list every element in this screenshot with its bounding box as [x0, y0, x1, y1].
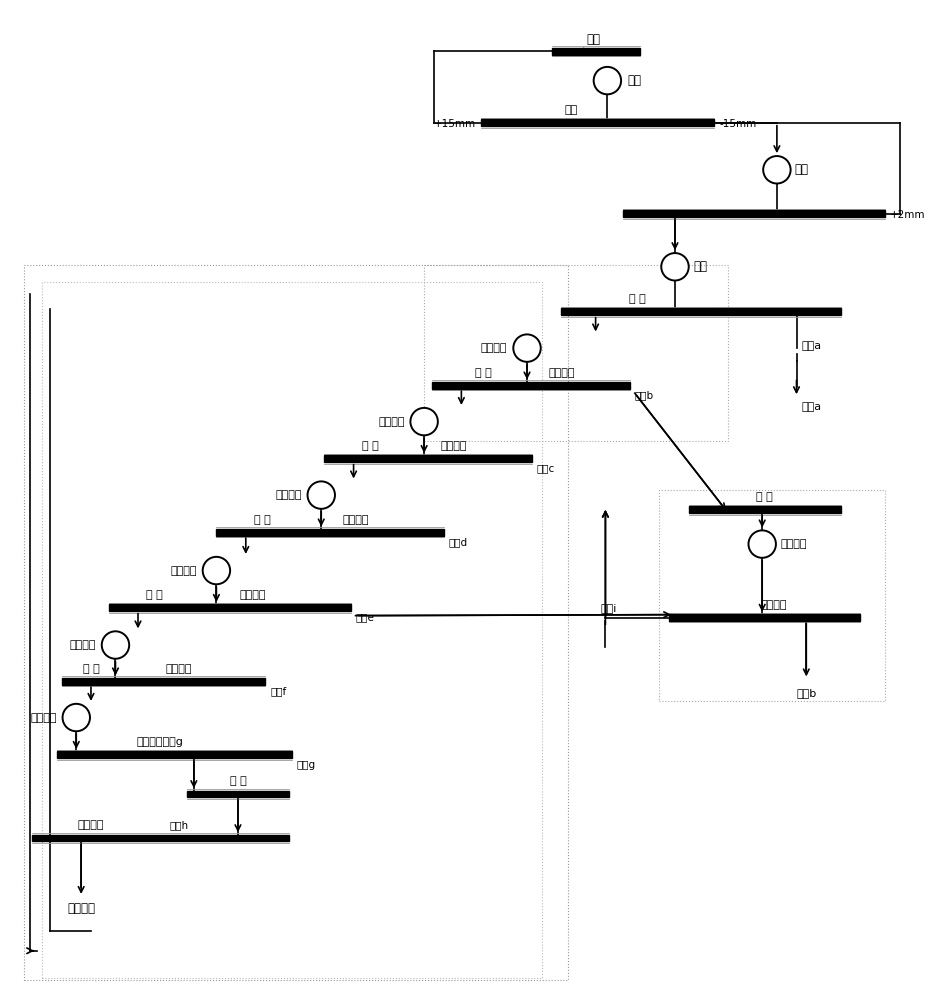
Circle shape [661, 253, 689, 281]
Text: 六次精选中矿g: 六次精选中矿g [136, 737, 183, 747]
Bar [689, 506, 841, 513]
Text: +2mm: +2mm [890, 210, 925, 220]
Text: 五次精选: 五次精选 [166, 664, 193, 674]
Text: 二次再磨: 二次再磨 [378, 417, 405, 427]
Text: 中矿d: 中矿d [449, 537, 467, 547]
Bar [42, 282, 542, 978]
Bar [551, 48, 640, 55]
Bar [216, 529, 444, 536]
Text: 粗碎: 粗碎 [627, 74, 641, 87]
Text: 尾矿b: 尾矿b [796, 688, 816, 698]
Bar [324, 455, 532, 462]
Text: 五次再磨: 五次再磨 [70, 640, 96, 650]
Bar [659, 490, 884, 701]
Circle shape [101, 631, 129, 659]
Circle shape [763, 156, 790, 183]
Bar [57, 751, 291, 758]
Bar [623, 210, 884, 217]
Text: 浓 缩: 浓 缩 [83, 664, 100, 674]
Bar [187, 791, 289, 797]
Text: 六次再磨: 六次再磨 [30, 713, 57, 723]
Text: 浓 缩: 浓 缩 [254, 515, 271, 525]
Circle shape [594, 67, 621, 94]
Text: 一次精选: 一次精选 [548, 368, 574, 378]
Text: 中矿g: 中矿g [297, 760, 316, 770]
Text: 中矿i: 中矿i [600, 603, 617, 613]
Bar [561, 308, 714, 315]
Text: 浓 缩: 浓 缩 [362, 441, 379, 451]
Bar [669, 614, 860, 621]
Circle shape [203, 557, 230, 584]
Text: 二次精选: 二次精选 [440, 441, 466, 451]
Text: 中矿f: 中矿f [270, 686, 287, 696]
Text: 浓 缩: 浓 缩 [475, 368, 492, 378]
Text: 中矿a: 中矿a [802, 341, 821, 351]
Text: 尾矿a: 尾矿a [802, 402, 821, 412]
Text: 七次精选: 七次精选 [77, 820, 104, 830]
Bar [33, 835, 289, 841]
Text: 中矿c: 中矿c [537, 464, 555, 474]
Circle shape [749, 530, 776, 558]
Bar [24, 265, 568, 980]
Circle shape [411, 408, 438, 435]
Bar [714, 308, 841, 315]
Bar [109, 604, 351, 611]
Text: -15mm: -15mm [719, 119, 756, 129]
Text: 四次精选: 四次精选 [239, 590, 266, 600]
Bar [61, 678, 265, 685]
Text: 细碎: 细碎 [794, 163, 808, 176]
Text: 原矿: 原矿 [587, 33, 600, 46]
Text: 中矿e: 中矿e [356, 613, 374, 623]
Text: 四次再磨: 四次再磨 [170, 566, 196, 576]
Circle shape [62, 704, 90, 731]
Text: 中矿b: 中矿b [635, 390, 654, 400]
Bar [425, 265, 728, 441]
Text: 浓 缩: 浓 缩 [629, 294, 646, 304]
Text: 三次精选: 三次精选 [343, 515, 369, 525]
Text: 中矿h: 中矿h [169, 820, 189, 830]
Text: 最终精矿: 最终精矿 [67, 902, 95, 915]
Text: 原矿: 原矿 [564, 105, 578, 115]
Text: 七次再磨: 七次再磨 [781, 539, 807, 549]
Text: 浓 缩: 浓 缩 [230, 776, 247, 786]
Text: 浓 缩: 浓 缩 [756, 492, 773, 502]
Text: 三次再磨: 三次再磨 [276, 490, 302, 500]
Circle shape [307, 481, 335, 509]
Text: 粗磨: 粗磨 [694, 260, 708, 273]
Text: +15mm: +15mm [434, 119, 476, 129]
Bar [432, 382, 630, 389]
Circle shape [513, 334, 541, 362]
Text: 一次再磨: 一次再磨 [481, 343, 507, 353]
Text: 二次扫选: 二次扫选 [761, 600, 788, 610]
Bar [481, 119, 714, 126]
Text: 浓 缩: 浓 缩 [146, 590, 163, 600]
